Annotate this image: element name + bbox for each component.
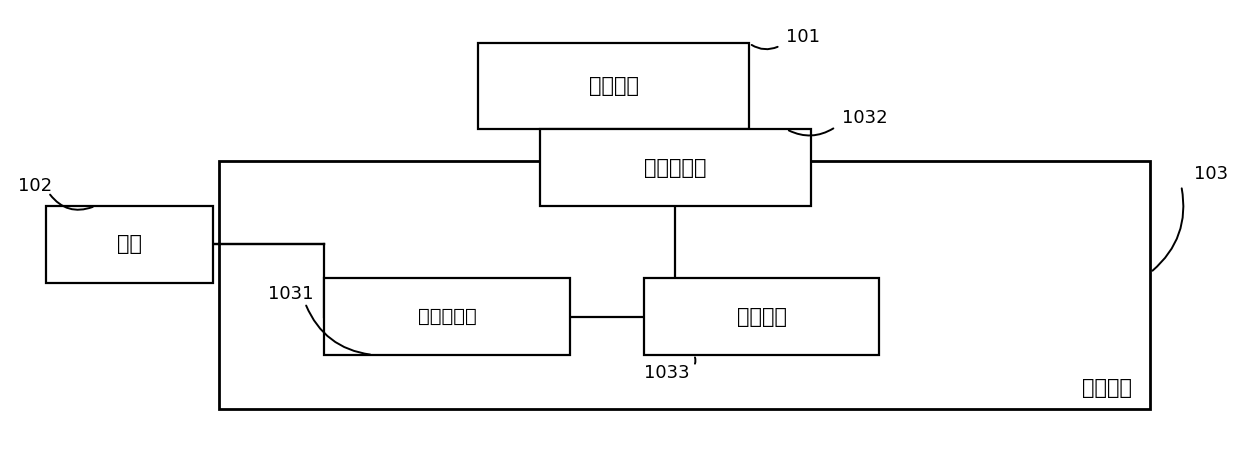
Text: 飞轮: 飞轮	[117, 234, 141, 254]
Text: 测试单元: 测试单元	[737, 307, 786, 327]
Bar	[645, 278, 879, 355]
Text: 行驶传感器: 行驶传感器	[644, 158, 707, 178]
Bar	[46, 206, 212, 283]
FancyArrowPatch shape	[306, 306, 371, 355]
Text: 车辆本体: 车辆本体	[589, 76, 639, 96]
FancyArrowPatch shape	[789, 128, 833, 135]
Bar	[218, 161, 1151, 409]
Text: 飞轮编码器: 飞轮编码器	[418, 307, 476, 326]
Text: 1033: 1033	[645, 364, 689, 382]
Text: 103: 103	[1194, 165, 1228, 183]
Text: 101: 101	[786, 27, 821, 46]
FancyArrowPatch shape	[50, 195, 93, 210]
Bar	[539, 129, 811, 206]
FancyArrowPatch shape	[1152, 188, 1183, 271]
Text: 1032: 1032	[842, 109, 888, 127]
FancyArrowPatch shape	[751, 45, 777, 49]
Text: 处理模块: 处理模块	[1081, 378, 1132, 398]
Text: 1031: 1031	[268, 285, 314, 303]
Bar	[324, 278, 570, 355]
Bar	[477, 43, 749, 129]
Text: 102: 102	[17, 176, 52, 195]
